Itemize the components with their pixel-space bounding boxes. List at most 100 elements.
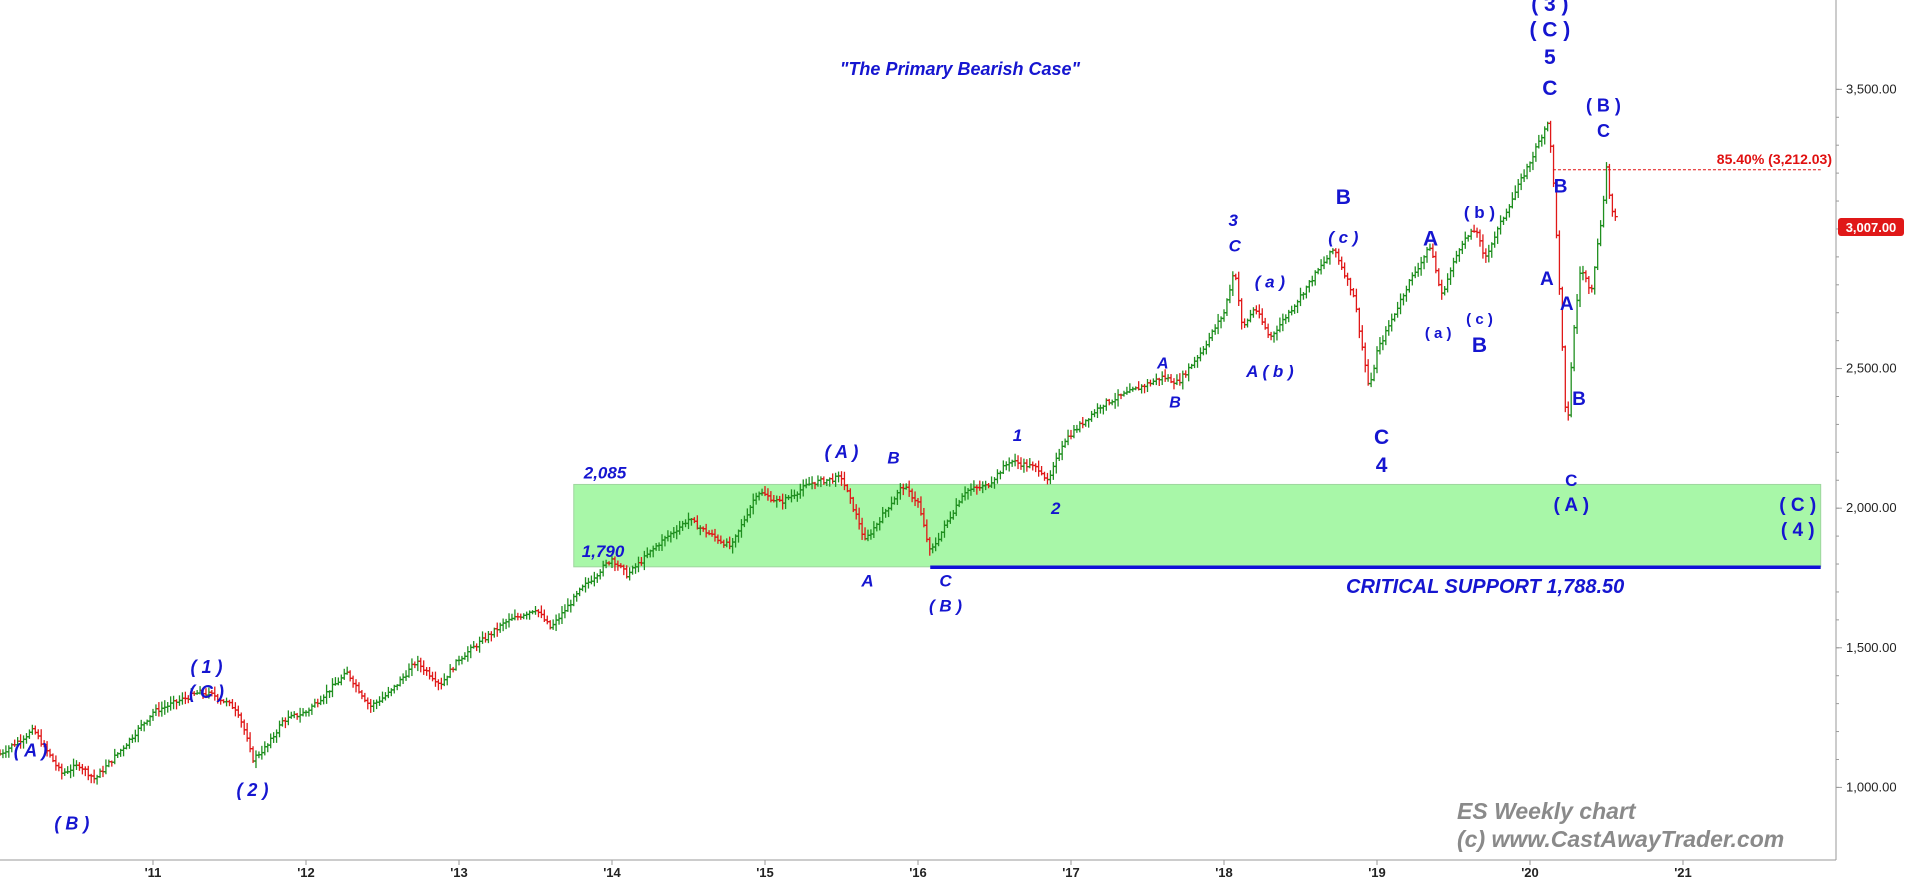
price-bar <box>497 622 503 633</box>
price-bar <box>1503 208 1509 221</box>
wave-label: C <box>1542 77 1557 100</box>
price-bar <box>1518 173 1524 191</box>
price-bar <box>277 720 283 738</box>
price-bar <box>1115 389 1121 407</box>
support-zone <box>573 483 1822 568</box>
price-bar <box>1018 457 1024 470</box>
price-bar <box>400 673 406 685</box>
price-bar <box>1050 461 1056 480</box>
price-bar <box>509 613 515 621</box>
price-bar <box>262 741 268 756</box>
price-bar <box>1112 392 1118 409</box>
price-bar <box>1486 244 1492 263</box>
price-bar <box>1239 298 1245 330</box>
price-bar <box>1492 231 1498 248</box>
wave-label: ( b ) <box>1464 203 1495 222</box>
price-bar <box>1556 230 1562 295</box>
price-bar <box>559 606 565 624</box>
price-bar <box>1300 292 1306 300</box>
wave-label: ( a ) <box>1425 325 1452 342</box>
price-bar <box>1298 287 1303 307</box>
price-bar <box>1106 398 1112 406</box>
price-bar <box>591 571 597 587</box>
price-bar <box>1468 228 1474 240</box>
price-bar <box>477 636 483 653</box>
price-bar <box>544 615 550 625</box>
price-bar <box>1180 370 1186 390</box>
price-bar <box>1056 448 1062 462</box>
price-bar <box>88 773 94 784</box>
wave-label: A <box>1423 228 1438 251</box>
price-bar <box>344 666 350 675</box>
price-bar <box>482 632 488 643</box>
price-bar <box>1215 313 1221 335</box>
price-bar <box>585 577 591 589</box>
wave-label: ( c ) <box>1328 228 1359 247</box>
price-bar <box>380 691 385 703</box>
fib-level-label: 85.40% (3,212.03) <box>1717 151 1832 167</box>
price-bar <box>1571 324 1577 372</box>
price-bar <box>1192 356 1198 369</box>
price-bar <box>459 655 465 665</box>
price-bar <box>465 646 471 662</box>
wave-label: C <box>1229 236 1242 255</box>
wave-label: A <box>1156 356 1169 373</box>
price-bar <box>1256 304 1262 319</box>
price-bar <box>1562 345 1568 413</box>
price-bar <box>627 567 633 581</box>
price-bar <box>1318 259 1324 275</box>
price-bar <box>435 679 441 691</box>
price-bar <box>268 733 274 749</box>
price-bar <box>1186 363 1192 382</box>
wave-label: B <box>1336 186 1351 209</box>
price-bar <box>471 641 477 649</box>
price-bar <box>1398 293 1404 315</box>
price-bar <box>1609 193 1615 217</box>
wave-label: ( B ) <box>1586 96 1621 116</box>
price-bar <box>1189 363 1195 370</box>
price-bar <box>279 717 285 727</box>
wave-label: ( c ) <box>1466 311 1493 328</box>
price-bar <box>485 630 491 644</box>
price-bar <box>71 758 77 777</box>
price-bar <box>1127 383 1133 394</box>
price-bar <box>1009 459 1015 467</box>
price-bar <box>144 719 150 726</box>
price-bar <box>103 759 109 775</box>
price-bar <box>1324 255 1330 264</box>
price-bar <box>1586 276 1592 295</box>
price-bar <box>97 768 103 778</box>
price-bar <box>1459 240 1465 255</box>
price-bar <box>1477 229 1483 247</box>
price-bar <box>309 703 315 715</box>
price-bar <box>1530 151 1536 171</box>
price-bar <box>568 599 574 613</box>
price-bar <box>1462 231 1468 249</box>
price-bar <box>524 611 530 620</box>
price-bar <box>1265 323 1271 339</box>
wave-label: C <box>939 571 952 590</box>
price-bar <box>1015 455 1021 470</box>
price-bar <box>121 745 127 757</box>
price-bar <box>521 613 527 620</box>
price-bar <box>512 609 518 621</box>
price-bar <box>241 719 247 735</box>
price-bar <box>447 664 453 679</box>
price-bar <box>1068 429 1074 440</box>
price-bar <box>1047 470 1053 485</box>
wave-label: A <box>1560 294 1574 315</box>
price-bar <box>574 590 580 602</box>
price-bar <box>235 705 241 718</box>
price-bar <box>1606 163 1612 199</box>
price-bar <box>1247 309 1253 323</box>
price-bar <box>1592 266 1598 295</box>
price-bar <box>997 470 1003 480</box>
price-bar <box>1230 271 1236 296</box>
wave-label: 1 <box>1013 426 1022 445</box>
y-tick-label: 1,500.00 <box>1846 640 1897 655</box>
wave-label: C <box>1374 426 1389 449</box>
price-bar <box>1197 347 1203 362</box>
price-bar <box>1336 248 1342 265</box>
price-bar <box>112 748 118 765</box>
